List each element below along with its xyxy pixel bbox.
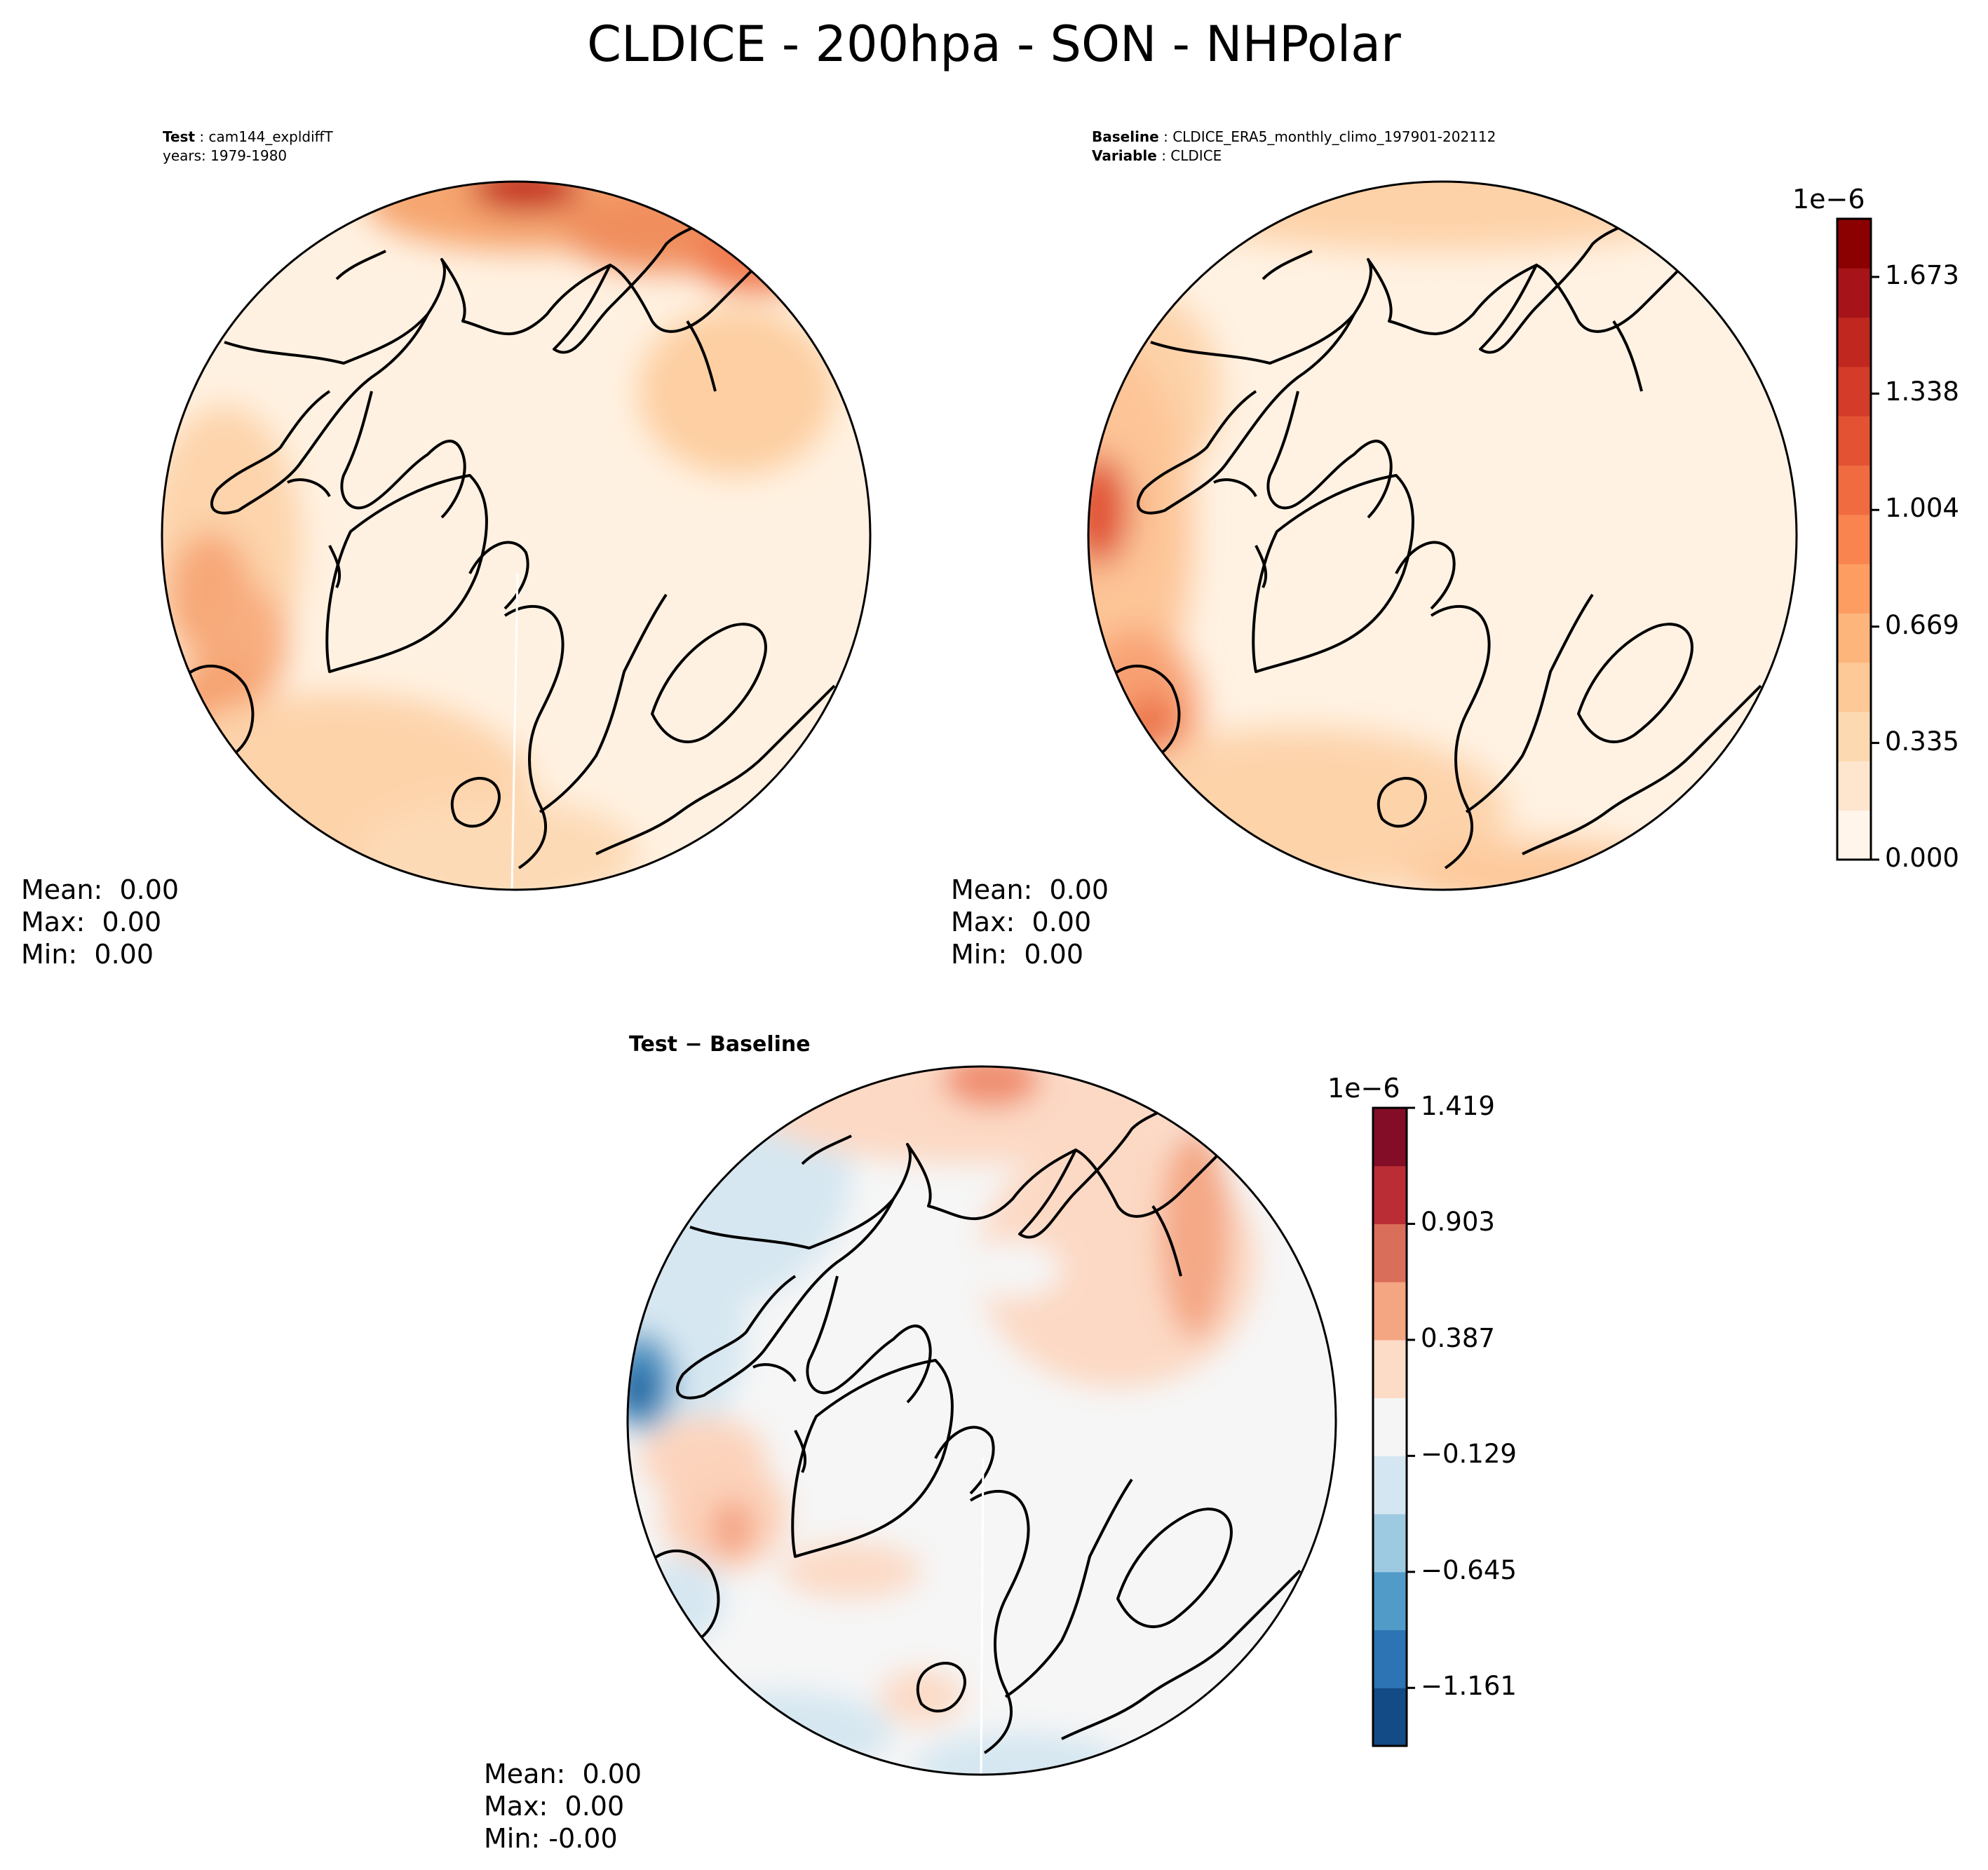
- diff-map: [626, 1065, 1337, 1776]
- diff-colorbar-tick-label: 0.903: [1421, 1207, 1495, 1238]
- top-colorbar-tick-label: 0.000: [1885, 843, 1959, 873]
- diff-colorbar-scale: 1e−6: [1327, 1073, 1400, 1104]
- top-colorbar-tick-label: 1.338: [1885, 377, 1959, 407]
- diff-seam-line: [980, 1458, 985, 1775]
- baseline-map: [1087, 180, 1798, 891]
- baseline-stats: Mean: 0.00 Max: 0.00 Min: 0.00: [951, 874, 1109, 970]
- top-colorbar-level-12: [1837, 219, 1871, 269]
- top-colorbar-tick-label: 0.335: [1885, 726, 1959, 757]
- diff-colorbar-level-10: [1373, 1108, 1407, 1167]
- top-colorbar-scale: 1e−6: [1792, 184, 1865, 215]
- test-map: [161, 180, 872, 891]
- figure-title: CLDICE - 200hpa - SON - NHPolar: [587, 15, 1401, 73]
- top-colorbar-level-1: [1837, 761, 1871, 811]
- diff-colorbar-level-4: [1373, 1456, 1407, 1515]
- diff-max: Max: 0.00: [484, 1791, 625, 1822]
- test-mean: Mean: 0.00: [21, 874, 180, 905]
- test-stats: Mean: 0.00 Max: 0.00 Min: 0.00: [21, 874, 179, 970]
- diff-panel-header: Test − Baseline: [629, 1032, 811, 1057]
- top-colorbar-level-10: [1837, 317, 1871, 367]
- baseline-label-value: CLDICE_ERA5_monthly_climo_197901-202112: [1172, 128, 1496, 145]
- test-coastlines: [181, 208, 836, 869]
- test-min: Min: 0.00: [21, 939, 154, 970]
- top-colorbar-level-11: [1837, 268, 1871, 318]
- test-map-boundary: [161, 180, 872, 891]
- diff-colorbar-level-2: [1373, 1571, 1407, 1631]
- baseline-min: Min: 0.00: [951, 939, 1083, 970]
- test-field-contours: [162, 182, 834, 890]
- top-colorbar-level-5: [1837, 564, 1871, 614]
- diff-map-boundary: [626, 1065, 1337, 1776]
- diff-colorbar-tick-label: −0.645: [1421, 1554, 1517, 1585]
- diff-colorbar-level-6: [1373, 1339, 1407, 1399]
- diff-colorbar-level-9: [1373, 1165, 1407, 1224]
- baseline-panel-header: Baseline : CLDICE_ERA5_monthly_climo_197…: [1092, 128, 1496, 164]
- baseline-max: Max: 0.00: [951, 907, 1092, 937]
- top-colorbar: [1836, 217, 1879, 861]
- diff-colorbar-tick-label: −1.161: [1421, 1671, 1517, 1702]
- test-max: Max: 0.00: [21, 907, 162, 937]
- diff-colorbar-level-7: [1373, 1282, 1407, 1341]
- top-colorbar-tick-label: 0.669: [1885, 609, 1959, 640]
- variable-label-value: CLDICE: [1170, 147, 1222, 164]
- diff-colorbar-tick-label: −0.129: [1421, 1439, 1517, 1470]
- test-years: years: 1979-1980: [163, 147, 288, 164]
- top-colorbar-level-0: [1837, 810, 1871, 860]
- top-colorbar-level-8: [1837, 416, 1871, 466]
- baseline-mean: Mean: 0.00: [951, 874, 1109, 905]
- test-label-key: Test: [163, 128, 196, 145]
- top-colorbar-tick-label: 1.004: [1885, 493, 1959, 524]
- diff-colorbar-level-0: [1373, 1688, 1407, 1747]
- top-colorbar-level-4: [1837, 613, 1871, 663]
- baseline-map-boundary: [1087, 180, 1798, 891]
- diff-colorbar-tick-label: 1.419: [1421, 1091, 1495, 1121]
- diff-colorbar-tick-label: 0.387: [1421, 1322, 1495, 1353]
- test-panel-header: Test : cam144_expldiffT years: 1979-1980: [163, 128, 333, 164]
- top-colorbar-level-9: [1837, 366, 1871, 416]
- baseline-coastlines: [1107, 208, 1762, 869]
- test-seam-line: [510, 573, 519, 890]
- variable-label-key: Variable: [1092, 147, 1157, 164]
- top-colorbar-frame: [1836, 217, 1872, 861]
- top-colorbar-level-6: [1837, 514, 1871, 564]
- diff-colorbar: [1372, 1106, 1415, 1747]
- top-colorbar-tick-label: 1.673: [1885, 259, 1959, 290]
- diff-stats: Mean: 0.00 Max: 0.00 Min: -0.00: [484, 1758, 642, 1855]
- diff-colorbar-frame: [1372, 1106, 1408, 1747]
- top-colorbar-level-3: [1837, 662, 1871, 712]
- diff-colorbar-level-3: [1373, 1514, 1407, 1573]
- top-colorbar-level-7: [1837, 465, 1871, 515]
- baseline-label-key: Baseline: [1092, 128, 1159, 145]
- test-label-value: cam144_expldiffT: [208, 128, 333, 145]
- diff-colorbar-level-1: [1373, 1630, 1407, 1688]
- diff-colorbar-level-5: [1373, 1397, 1407, 1456]
- diff-colorbar-level-8: [1373, 1224, 1407, 1282]
- top-colorbar-level-2: [1837, 712, 1871, 761]
- diff-mean: Mean: 0.00: [484, 1759, 642, 1789]
- diff-min: Min: -0.00: [484, 1823, 618, 1854]
